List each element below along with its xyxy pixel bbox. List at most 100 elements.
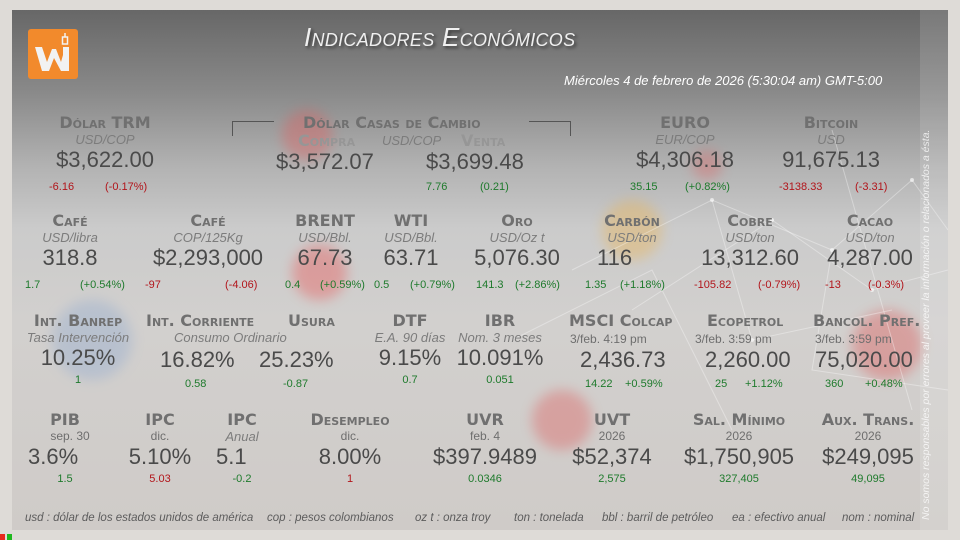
indicator-brent: BRENT USD/Bbl. 67.73 <box>285 212 365 271</box>
ecopetrol-value: 2,260.00 <box>705 347 791 372</box>
bancol-pref-change-pct: +0.48% <box>865 378 903 390</box>
indicator-label: EURO <box>660 113 710 132</box>
indicator-sub: feb. 4 <box>469 429 501 443</box>
usura-label: Usura <box>288 311 335 330</box>
page-title: Indicadores Económicos <box>304 22 576 52</box>
indicator-label: UVR <box>466 410 504 429</box>
indicator-change-pct: (+0.82%) <box>685 181 730 193</box>
indicator-oro: Oro USD/Oz t 5,076.30 <box>462 212 572 271</box>
indicator-sub: Nom. 3 meses <box>458 330 542 345</box>
indicator-change-pct: (0.21) <box>480 181 509 193</box>
compra-value: $3,572.07 <box>276 149 374 174</box>
indicator-change-pct: (+2.86%) <box>515 279 560 291</box>
bokeh-decoration <box>852 310 922 380</box>
bancol-pref-label: Bancol. Pref. <box>813 311 921 330</box>
indicator-label: IPC <box>227 410 257 429</box>
indicator-sub: Tasa Intervención <box>26 330 130 345</box>
indicator-sub: sep. 30 <box>50 429 90 443</box>
indicator-change-pct: (+0.79%) <box>410 279 455 291</box>
indicator-pib: PIB sep. 30 3.6% 1.5 <box>22 411 108 486</box>
venta-label: Venta <box>461 131 506 150</box>
indicator-sal-minimo: Sal. Mínimo 2026 $1,750,905 327,405 <box>672 411 806 486</box>
indicator-change: -105.82 <box>694 279 732 291</box>
indicator-sub: 2026 <box>725 429 753 443</box>
indicator-label: IPC <box>145 410 175 429</box>
usura-value: 25.23% <box>259 347 334 372</box>
indicator-change: 1 <box>74 374 82 386</box>
indicator-change: 0.5 <box>374 279 390 291</box>
indicator-change: 0.051 <box>486 374 514 386</box>
indicator-change-pct: (-0.3%) <box>868 279 905 291</box>
indicator-uvt: UVT 2026 $52,374 2,575 <box>562 411 662 486</box>
indicator-change-pct: (-3.31) <box>855 181 888 193</box>
indicator-label: IBR <box>484 311 516 330</box>
indicator-change: 7.76 <box>426 181 448 193</box>
indicator-value: 10.091% <box>456 345 544 370</box>
compra-label: Compra <box>298 131 356 150</box>
bokeh-decoration <box>52 300 132 380</box>
indicator-value: 5,076.30 <box>474 245 560 270</box>
casas-cambio-label: Dólar Casas de Cambio <box>303 113 481 132</box>
indicator-label: Sal. Mínimo <box>692 410 786 429</box>
legend-item: bbl : barril de petróleo <box>602 512 714 524</box>
indicator-aux-trans: Aux. Trans. 2026 $249,095 49,095 <box>812 411 924 486</box>
indicator-change: 35.15 <box>630 181 658 193</box>
indicator-label: Aux. Trans. <box>821 410 915 429</box>
indicator-value: 116 <box>597 245 633 270</box>
indicator-wti: WTI USD/Bbl. 63.71 <box>371 212 451 271</box>
indicator-change: 1.5 <box>57 473 73 485</box>
indicator-value: $1,750,905 <box>683 444 795 469</box>
indicator-unit: USD/ton <box>725 230 775 245</box>
indicator-label: Dólar TRM <box>59 113 151 132</box>
bancol-pref-date: 3/feb. 3:59 pm <box>815 332 892 346</box>
indicator-value: 9.15% <box>378 345 442 370</box>
right-side-strip <box>920 10 948 530</box>
indicator-cafe-usd: Café USD/libra 318.8 <box>20 212 120 271</box>
indicator-change-pct: (-4.06) <box>225 279 258 291</box>
indicator-bitcoin: Bitcoin USD 91,675.13 <box>766 114 896 173</box>
int-corriente-change: 0.58 <box>185 378 207 390</box>
indicator-value: $3,622.00 <box>56 147 154 172</box>
casas-cambio-unit: USD/COP <box>382 133 442 148</box>
indicator-value: 67.73 <box>297 245 353 270</box>
indicator-ibr: IBR Nom. 3 meses 10.091% 0.051 <box>450 312 550 387</box>
consumo-ordinario-label: Consumo Ordinario <box>174 330 287 345</box>
indicator-label: DTF <box>392 311 428 330</box>
abbreviations-legend: usd : dólar de los estados unidos de amé… <box>0 506 914 530</box>
indicator-value: $2,293,000 <box>152 245 264 270</box>
ecopetrol-change-pct: +1.12% <box>745 378 783 390</box>
indicator-value: 5.10% <box>128 444 192 469</box>
ecopetrol-change: 25 <box>715 378 728 390</box>
msci-colcap-value: 2,436.73 <box>580 347 666 372</box>
int-corriente-value: 16.82% <box>160 347 235 372</box>
indicator-ipc-anual: IPC Anual 5.1 -0.2 <box>202 411 282 486</box>
indicator-value: $249,095 <box>822 444 914 469</box>
indicator-value: $4,306.18 <box>636 147 734 172</box>
indicator-change: -97 <box>145 279 161 291</box>
indicator-change-pct: (+1.18%) <box>620 279 665 291</box>
indicator-change-pct: (-0.79%) <box>758 279 801 291</box>
indicator-label: WTI <box>393 211 429 230</box>
indicator-change: 1.35 <box>585 279 607 291</box>
venta-value: $3,699.48 <box>426 149 524 174</box>
indicator-ipc: IPC dic. 5.10% 5.03 <box>118 411 202 486</box>
indicator-change: 327,405 <box>719 473 759 485</box>
indicator-label: Café <box>52 211 88 230</box>
indicator-sub: dic. <box>340 429 360 443</box>
legend-item: ea : efectivo anual <box>732 512 826 524</box>
indicator-dolar-trm: Dólar TRM USD/COP $3,622.00 <box>40 114 170 173</box>
indicator-int-banrep: Int. Banrep Tasa Intervención 10.25% 1 <box>24 312 132 387</box>
indicator-label: Int. Banrep <box>33 311 123 330</box>
indicator-unit: USD/libra <box>42 230 98 245</box>
indicator-value: 91,675.13 <box>782 147 880 172</box>
bancol-pref-change: 360 <box>825 378 844 390</box>
indicator-cafe-cop: Café COP/125Kg $2,293,000 <box>142 212 274 271</box>
bracket-right <box>529 121 571 136</box>
indicator-label: Café <box>190 211 226 230</box>
indicator-value: 3.6% <box>28 444 79 469</box>
indicator-sub: Anual <box>225 429 259 444</box>
int-corriente-label: Int. Corriente <box>146 311 255 330</box>
indicator-change: 5.03 <box>149 473 171 485</box>
indicator-sub: 2026 <box>598 429 626 443</box>
indicator-cacao: Cacao USD/ton 4,287.00 <box>820 212 920 271</box>
